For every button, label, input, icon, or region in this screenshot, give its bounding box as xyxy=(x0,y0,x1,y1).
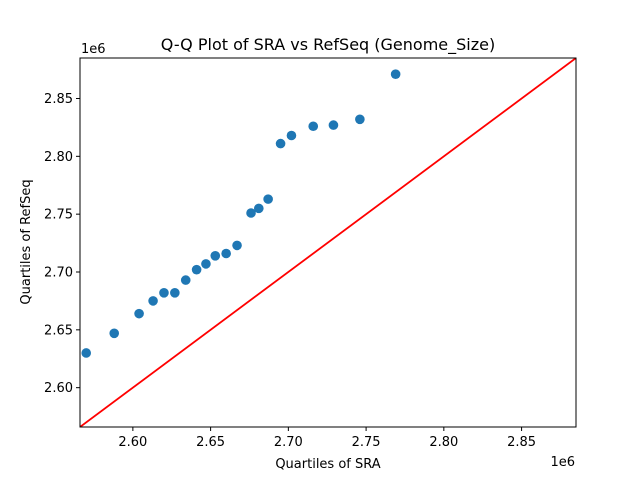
y-tick-label: 2.70 xyxy=(44,265,73,280)
data-point xyxy=(148,296,158,306)
data-point xyxy=(170,288,180,298)
y-offset-text: 1e6 xyxy=(81,42,106,57)
data-point xyxy=(254,203,264,214)
x-tick-label: 2.70 xyxy=(274,435,303,450)
reference-line xyxy=(80,58,576,427)
y-tick-label: 2.65 xyxy=(44,323,73,338)
y-tick-label: 2.85 xyxy=(44,92,73,107)
data-point xyxy=(286,130,297,141)
data-point xyxy=(308,121,319,132)
data-point xyxy=(328,120,339,130)
data-point xyxy=(109,328,120,339)
data-point xyxy=(232,240,242,251)
data-point xyxy=(246,208,256,218)
axes-frame xyxy=(79,57,577,428)
y-axis-label: Quartiles of RefSeq xyxy=(19,179,34,304)
data-point xyxy=(275,138,286,149)
data-point xyxy=(134,308,144,319)
plot-area: 2.60 2.65 2.70 2.75 2.80 2.85 2.60 2.65 2.70 2.75… xyxy=(44,57,577,450)
data-point xyxy=(201,259,211,269)
chart-title: Q-Q Plot of SRA vs RefSeq (Genome_Size) xyxy=(161,35,495,55)
x-offset-text: 1e6 xyxy=(550,455,575,470)
x-tick-label: 2.80 xyxy=(429,435,458,450)
y-tick-label: 2.60 xyxy=(44,381,73,396)
y-tick-label: 2.75 xyxy=(44,208,73,223)
data-point xyxy=(81,348,92,358)
data-point xyxy=(221,248,231,259)
x-tick-label: 2.85 xyxy=(507,435,536,450)
data-point xyxy=(180,275,191,285)
data-point xyxy=(390,69,401,79)
x-tick-label: 2.60 xyxy=(118,435,147,450)
data-point xyxy=(210,251,221,261)
y-tick-label: 2.80 xyxy=(44,150,73,165)
data-point xyxy=(263,194,273,204)
data-point xyxy=(355,114,365,125)
x-tick-label: 2.75 xyxy=(352,435,381,450)
data-point xyxy=(159,288,169,298)
x-axis-label: Quartiles of SRA xyxy=(275,457,380,472)
x-tick-label: 2.65 xyxy=(196,435,225,450)
data-point xyxy=(191,264,202,275)
